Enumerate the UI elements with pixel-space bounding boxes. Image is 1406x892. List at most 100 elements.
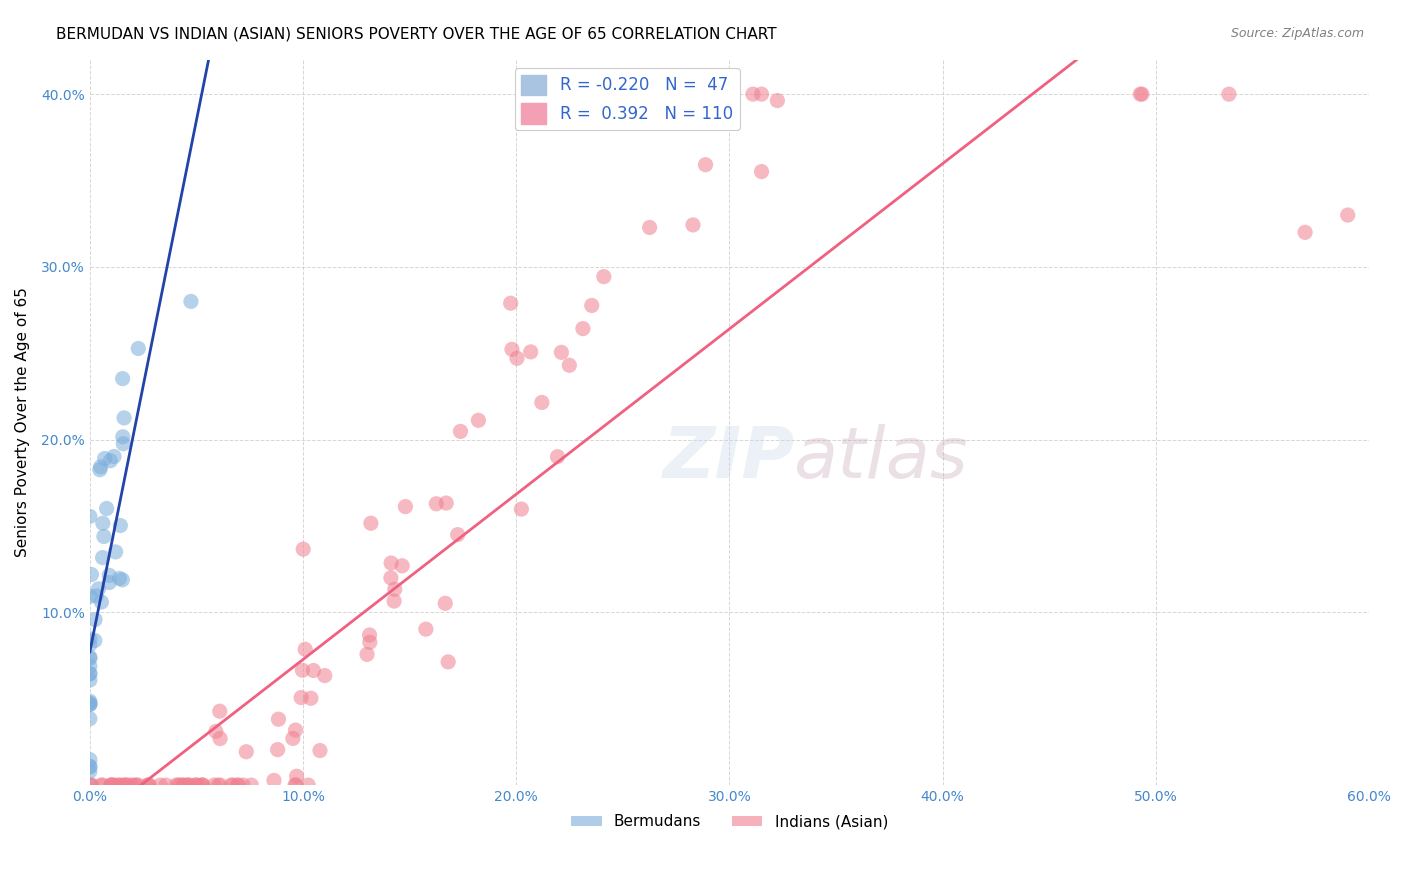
Indians (Asian) [172, 778, 194, 792]
Bermudans [83, 633, 105, 648]
Bermudans [79, 590, 101, 604]
Indians (Asian) [176, 778, 198, 792]
Indians (Asian) [437, 655, 460, 669]
Indians (Asian) [267, 712, 290, 726]
Indians (Asian) [359, 635, 381, 649]
Bermudans [108, 571, 131, 585]
Indians (Asian) [284, 778, 307, 792]
Indians (Asian) [228, 778, 250, 792]
Bermudans [112, 436, 135, 450]
Indians (Asian) [209, 731, 232, 746]
Indians (Asian) [121, 778, 143, 792]
Bermudans [91, 550, 114, 565]
Bermudans [93, 451, 115, 466]
Bermudans [79, 666, 101, 681]
Bermudans [79, 759, 101, 773]
Indians (Asian) [112, 778, 135, 792]
Bermudans [127, 342, 149, 356]
Bermudans [90, 595, 112, 609]
Indians (Asian) [114, 778, 136, 792]
Indians (Asian) [581, 298, 603, 312]
Indians (Asian) [638, 220, 661, 235]
Indians (Asian) [499, 296, 522, 310]
Indians (Asian) [184, 778, 207, 792]
Indians (Asian) [179, 778, 201, 792]
Indians (Asian) [695, 158, 717, 172]
Indians (Asian) [292, 542, 315, 557]
Indians (Asian) [100, 778, 122, 792]
Bermudans [111, 371, 134, 385]
Indians (Asian) [530, 395, 553, 409]
Bermudans [111, 573, 134, 587]
Indians (Asian) [222, 778, 245, 792]
Bermudans [79, 760, 101, 774]
Indians (Asian) [592, 269, 614, 284]
Indians (Asian) [177, 778, 200, 792]
Bermudans [89, 463, 111, 477]
Indians (Asian) [285, 778, 308, 792]
Indians (Asian) [425, 497, 447, 511]
Text: atlas: atlas [793, 424, 969, 493]
Bermudans [180, 294, 202, 309]
Bermudans [79, 659, 101, 673]
Indians (Asian) [294, 642, 316, 657]
Indians (Asian) [314, 668, 336, 682]
Bermudans [84, 613, 107, 627]
Indians (Asian) [91, 778, 114, 792]
Indians (Asian) [208, 704, 231, 718]
Indians (Asian) [209, 778, 232, 792]
Indians (Asian) [281, 731, 304, 746]
Bermudans [110, 518, 132, 533]
Bermudans [79, 753, 101, 767]
Indians (Asian) [309, 743, 332, 757]
Indians (Asian) [114, 778, 136, 792]
Indians (Asian) [384, 582, 406, 597]
Bermudans [98, 453, 121, 467]
Indians (Asian) [380, 556, 402, 570]
Indians (Asian) [449, 425, 471, 439]
Bermudans [87, 582, 110, 596]
Indians (Asian) [1337, 208, 1360, 222]
Indians (Asian) [284, 723, 307, 737]
Indians (Asian) [205, 724, 228, 739]
Indians (Asian) [299, 691, 322, 706]
Indians (Asian) [80, 778, 103, 792]
Indians (Asian) [240, 778, 263, 792]
Indians (Asian) [107, 778, 129, 792]
Bermudans [79, 712, 101, 726]
Indians (Asian) [360, 516, 382, 531]
Bermudans [86, 589, 108, 603]
Indians (Asian) [519, 344, 541, 359]
Indians (Asian) [191, 778, 214, 792]
Bermudans [79, 673, 101, 687]
Indians (Asian) [415, 622, 437, 636]
Indians (Asian) [207, 778, 229, 792]
Indians (Asian) [165, 778, 187, 792]
Indians (Asian) [90, 778, 112, 792]
Bermudans [79, 698, 101, 712]
Text: ZIP: ZIP [664, 424, 796, 493]
Indians (Asian) [302, 664, 325, 678]
Indians (Asian) [167, 778, 190, 792]
Indians (Asian) [138, 778, 160, 792]
Indians (Asian) [79, 778, 101, 792]
Bermudans [79, 650, 101, 665]
Bermudans [79, 638, 101, 652]
Indians (Asian) [382, 594, 405, 608]
Bermudans [79, 778, 101, 792]
Indians (Asian) [108, 778, 131, 792]
Indians (Asian) [510, 502, 533, 516]
Indians (Asian) [226, 778, 249, 792]
Indians (Asian) [184, 778, 207, 792]
Bermudans [112, 411, 135, 425]
Bermudans [79, 694, 101, 708]
Indians (Asian) [155, 778, 177, 792]
Bermudans [90, 459, 112, 474]
Indians (Asian) [751, 87, 773, 102]
Indians (Asian) [550, 345, 572, 359]
Indians (Asian) [558, 359, 581, 373]
Indians (Asian) [380, 571, 402, 585]
Indians (Asian) [501, 343, 523, 357]
Bermudans [80, 567, 103, 582]
Bermudans [98, 568, 121, 582]
